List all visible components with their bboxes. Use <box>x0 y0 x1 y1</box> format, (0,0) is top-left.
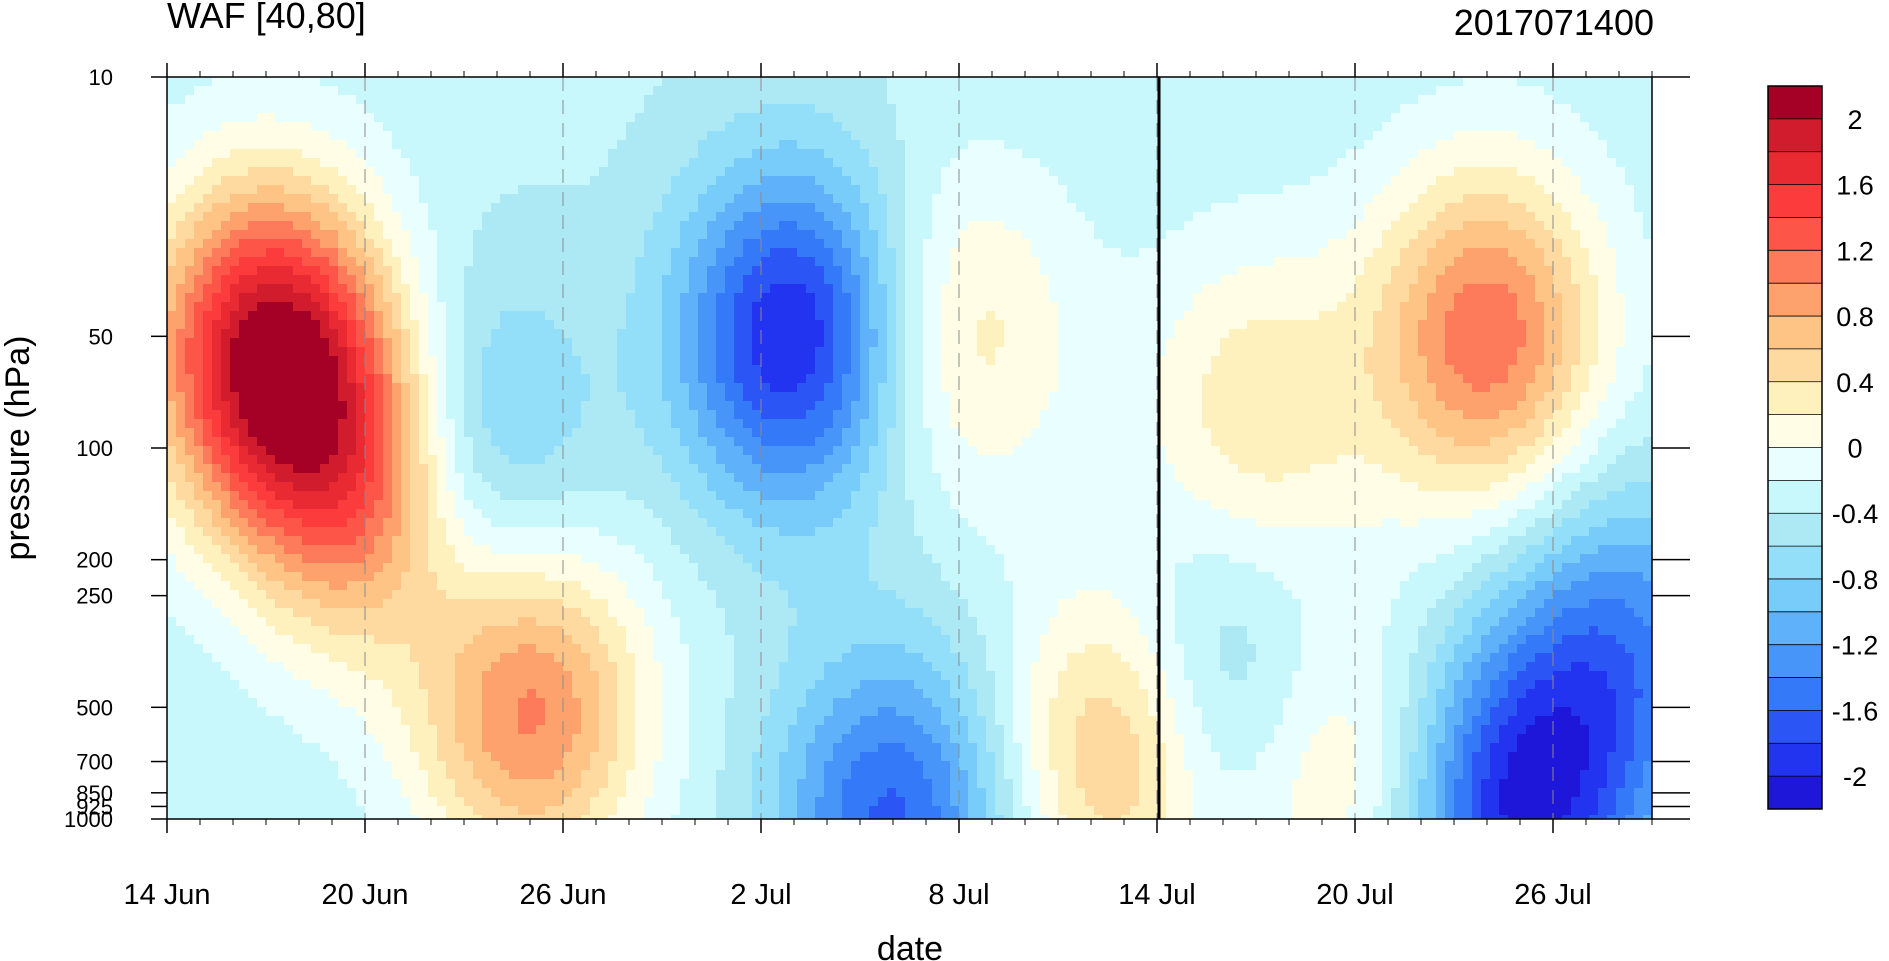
x-tick-label: 26 Jul <box>1514 879 1591 911</box>
y-tick-label: 700 <box>76 750 113 775</box>
colorbar-swatch <box>1768 184 1822 218</box>
colorbar-label: 0 <box>1847 434 1862 464</box>
colorbar-swatch <box>1768 250 1822 284</box>
colorbar-swatch <box>1768 217 1822 251</box>
colorbar-swatch <box>1768 86 1822 120</box>
y-axis-label: pressure (hPa) <box>0 336 37 561</box>
chart-title-right: 2017071400 <box>1454 2 1654 43</box>
x-tick-label: 2 Jul <box>730 879 791 911</box>
colorbar-label: 0.4 <box>1836 368 1874 398</box>
colorbar-swatch <box>1768 151 1822 185</box>
colorbar-swatch <box>1768 348 1822 383</box>
colorbar-label: -0.4 <box>1832 499 1879 529</box>
colorbar-label: 2 <box>1847 105 1862 135</box>
x-tick-label: 14 Jul <box>1118 879 1195 911</box>
colorbar-swatch <box>1768 316 1822 350</box>
colorbar-swatch <box>1768 414 1822 448</box>
colorbar-label: -1.6 <box>1832 696 1879 726</box>
colorbar-label: 1.6 <box>1836 171 1874 201</box>
y-tick-label: 850 <box>76 781 113 806</box>
colorbar-label: 0.8 <box>1836 302 1874 332</box>
y-tick-label: 925 <box>76 794 113 819</box>
x-tick-label: 26 Jun <box>519 879 606 911</box>
x-axis-ticks: 14 Jun 20 Jun 26 Jun 2 Jul 8 Jul 14 Jul 20 Jul… <box>123 63 1653 911</box>
x-tick-label: 20 Jun <box>321 879 408 911</box>
y-tick-label: 50 <box>89 324 113 349</box>
colorbar-swatch <box>1768 283 1822 317</box>
colorbar-swatch <box>1768 447 1822 481</box>
colorbar-label: -1.2 <box>1832 631 1879 661</box>
colorbar-swatch <box>1768 381 1822 416</box>
contour-field <box>167 77 1652 819</box>
colorbar-swatch <box>1768 578 1822 613</box>
colorbar-label: 1.2 <box>1836 236 1874 266</box>
x-tick-label: 8 Jul <box>928 879 989 911</box>
colorbar-swatch <box>1768 677 1822 711</box>
colorbar: 2 1.6 1.2 0.8 0.4 0 -0.4 -0.8 -1.2 -1.6 -2 <box>1767 85 1879 810</box>
colorbar-swatch <box>1768 513 1822 547</box>
y-tick-label: 500 <box>76 695 113 720</box>
y-tick-label: 1000 <box>64 807 113 832</box>
colorbar-label: -2 <box>1843 762 1867 792</box>
colorbar-swatch <box>1768 644 1822 678</box>
colorbar-label: -0.8 <box>1832 565 1879 595</box>
y-tick-label: 10 <box>89 65 113 90</box>
colorbar-swatch <box>1768 118 1822 153</box>
colorbar-swatch <box>1768 546 1822 580</box>
chart-title-left: WAF [40,80] <box>167 0 366 36</box>
colorbar-swatch <box>1768 776 1822 810</box>
x-tick-label: 14 Jun <box>123 879 210 911</box>
x-tick-label: 20 Jul <box>1316 879 1393 911</box>
colorbar-swatch <box>1768 710 1822 744</box>
y-tick-label: 200 <box>76 548 113 573</box>
y-tick-label: 100 <box>76 436 113 461</box>
y-tick-label: 250 <box>76 584 113 609</box>
colorbar-swatch <box>1768 743 1822 777</box>
colorbar-swatch <box>1768 480 1822 514</box>
colorbar-swatch <box>1768 611 1822 646</box>
x-axis-label: date <box>877 930 943 961</box>
